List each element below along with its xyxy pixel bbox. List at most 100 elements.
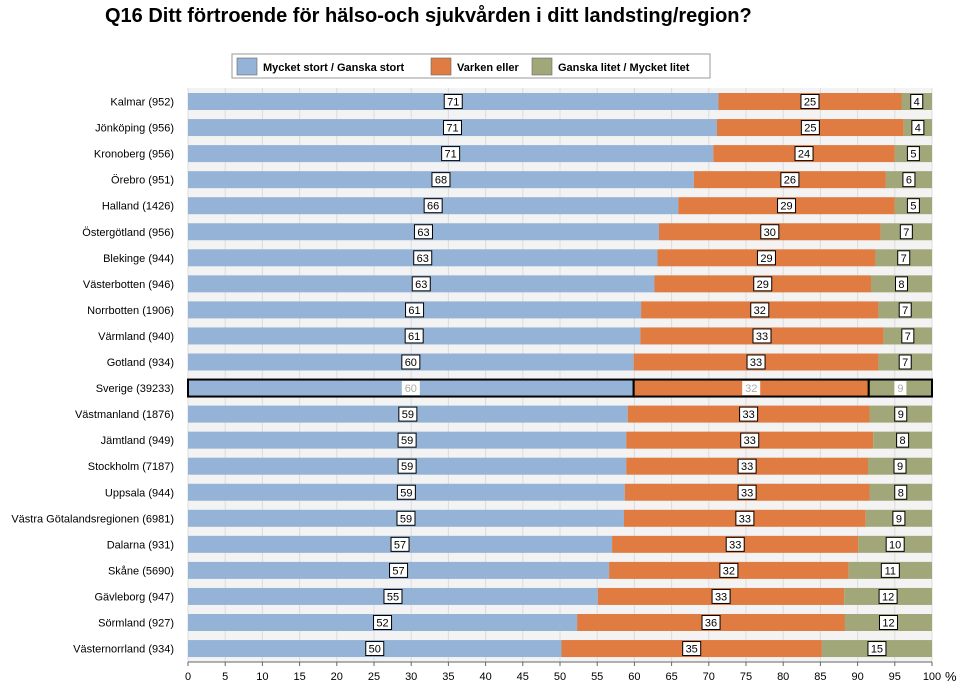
category-label-halland-1426: Halland (1426) — [102, 201, 174, 213]
x-tick-label-90: 90 — [851, 671, 863, 683]
legend: Mycket stort / Ganska stort Varken eller G… — [231, 53, 711, 79]
data-label-varmland-940-mycket-stort-ganska-stort: 61 — [408, 331, 420, 343]
data-label-sverige-39233-varken-eller: 32 — [745, 383, 757, 395]
data-label-kalmar-952-ganska-litet-mycket-litet: 4 — [914, 97, 920, 109]
data-label-box-vastmanland-1876-0 — [398, 406, 418, 422]
data-label-box-dalarna-931-0 — [390, 536, 410, 552]
data-label-box-halland-1426-0 — [423, 198, 443, 214]
data-label-box-kalmar-952-0 — [443, 94, 463, 109]
data-label-gavleborg-947-mycket-stort-ganska-stort: 55 — [387, 591, 399, 603]
data-label-ostergotland-956-ganska-litet-mycket-litet: 7 — [903, 227, 909, 239]
data-label-box-blekinge-944-2 — [897, 250, 911, 266]
data-label-kalmar-952-mycket-stort-ganska-stort: 71 — [447, 97, 459, 109]
data-label-sormland-927-mycket-stort-ganska-stort: 52 — [376, 618, 388, 630]
x-unit-label: % — [945, 669, 957, 684]
data-label-uppsala-944-varken-eller: 33 — [741, 487, 753, 499]
data-label-ostergotland-956-varken-eller: 30 — [764, 227, 776, 239]
data-label-vasterbotten-946-varken-eller: 29 — [757, 279, 769, 291]
data-label-box-jonkoping-956-0 — [442, 120, 462, 136]
data-label-jonkoping-956-ganska-litet-mycket-litet: 4 — [915, 123, 921, 135]
data-label-box-jamtland-949-1 — [740, 432, 760, 448]
data-label-box-vasterbotten-946-1 — [753, 276, 773, 292]
category-label-skane-5690: Skåne (5690) — [108, 565, 174, 577]
data-label-box-sormland-927-1 — [701, 615, 721, 630]
data-label-halland-1426-varken-eller: 29 — [780, 201, 792, 213]
data-label-dalarna-931-ganska-litet-mycket-litet: 10 — [889, 539, 901, 551]
category-label-stockholm-7187: Stockholm (7187) — [88, 461, 174, 473]
x-tick-label-0: 0 — [185, 671, 191, 683]
data-label-box-kronoberg-956-2 — [906, 146, 920, 162]
data-label-box-vastmanland-1876-2 — [894, 406, 908, 422]
data-label-vastra-gotalandsregionen-6981-ganska-litet-mycket-litet: 9 — [896, 513, 902, 525]
data-label-sverige-39233-mycket-stort-ganska-stort: 60 — [405, 383, 417, 395]
x-tick-label-45: 45 — [517, 671, 529, 683]
data-label-box-uppsala-944-1 — [737, 484, 757, 500]
legend-label-ganska-litet-mycket-litet: Ganska litet / Mycket litet — [558, 62, 690, 74]
data-label-box-kronoberg-956-1 — [794, 146, 814, 162]
data-label-kronoberg-956-varken-eller: 24 — [798, 149, 810, 161]
data-label-box-vasternorrland-934-2 — [867, 641, 887, 657]
data-label-box-orebro-951-1 — [780, 172, 800, 188]
data-label-box-norrbotten-1906-1 — [750, 302, 770, 318]
legend-swatch-mycket-stort-ganska-stort — [236, 57, 258, 76]
x-tick-label-15: 15 — [293, 671, 305, 683]
data-label-skane-5690-ganska-litet-mycket-litet: 11 — [885, 565, 896, 577]
x-tick-label-10: 10 — [256, 671, 268, 683]
x-tick-label-35: 35 — [442, 671, 454, 683]
category-label-ostergotland-956: Östergötland (956) — [82, 227, 174, 239]
data-label-box-vastra-gotalandsregionen-6981-2 — [892, 510, 906, 526]
data-label-box-kalmar-952-1 — [800, 94, 820, 109]
data-label-box-jonkoping-956-2 — [911, 120, 925, 136]
data-label-skane-5690-mycket-stort-ganska-stort: 57 — [392, 565, 404, 577]
category-label-vastmanland-1876: Västmanland (1876) — [75, 409, 174, 421]
data-label-vasterbotten-946-ganska-litet-mycket-litet: 8 — [898, 279, 904, 291]
x-tick-label-20: 20 — [331, 671, 343, 683]
x-tick-label-5: 5 — [222, 671, 228, 683]
data-label-box-jamtland-949-0 — [397, 432, 417, 448]
data-label-box-varmland-940-1 — [752, 328, 772, 344]
data-label-norrbotten-1906-mycket-stort-ganska-stort: 61 — [408, 305, 420, 317]
x-tick-label-25: 25 — [368, 671, 380, 683]
x-tick-label-100: 100 — [923, 671, 941, 683]
data-label-gavleborg-947-ganska-litet-mycket-litet: 12 — [882, 591, 894, 603]
data-label-box-vastra-gotalandsregionen-6981-0 — [396, 510, 416, 526]
data-label-box-gotland-934-0 — [401, 354, 421, 370]
data-label-box-kalmar-952-2 — [910, 94, 924, 109]
data-label-box-uppsala-944-0 — [396, 484, 416, 500]
data-label-box-dalarna-931-2 — [885, 536, 905, 552]
x-tick-label-75: 75 — [740, 671, 752, 683]
data-label-halland-1426-mycket-stort-ganska-stort: 66 — [427, 201, 439, 213]
category-label-norrbotten-1906: Norrbotten (1906) — [87, 305, 174, 317]
data-label-box-gavleborg-947-1 — [711, 588, 731, 604]
x-axis: 0 5 10 15 20 25 30 35 40 45 50 55 60 65 70 75 80 85 90 95 10… — [185, 661, 941, 683]
x-tick-label-30: 30 — [405, 671, 417, 683]
data-label-vastra-gotalandsregionen-6981-varken-eller: 33 — [739, 513, 751, 525]
data-label-gavleborg-947-varken-eller: 33 — [715, 591, 727, 603]
data-label-box-gotland-934-2 — [898, 354, 912, 370]
x-tick-label-85: 85 — [814, 671, 826, 683]
category-label-jamtland-949: Jämtland (949) — [101, 435, 174, 447]
data-label-box-halland-1426-1 — [777, 198, 797, 214]
data-label-box-skane-5690-1 — [719, 562, 739, 578]
data-label-vasternorrland-934-varken-eller: 35 — [686, 644, 698, 656]
data-label-box-vastra-gotalandsregionen-6981-1 — [735, 510, 755, 526]
category-label-dalarna-931: Dalarna (931) — [107, 539, 174, 551]
x-tick-label-60: 60 — [628, 671, 640, 683]
data-label-jamtland-949-mycket-stort-ganska-stort: 59 — [401, 435, 413, 447]
data-label-orebro-951-ganska-litet-mycket-litet: 6 — [906, 175, 912, 187]
x-tick-label-55: 55 — [591, 671, 603, 683]
data-label-uppsala-944-ganska-litet-mycket-litet: 8 — [898, 487, 904, 499]
data-label-box-vasternorrland-934-1 — [682, 641, 702, 657]
data-label-gotland-934-varken-eller: 33 — [750, 357, 762, 369]
data-label-box-dalarna-931-1 — [725, 536, 745, 552]
data-label-jamtland-949-ganska-litet-mycket-litet: 8 — [900, 435, 906, 447]
data-label-stockholm-7187-ganska-litet-mycket-litet: 9 — [897, 461, 903, 473]
data-label-box-sormland-927-2 — [878, 615, 898, 630]
data-label-stockholm-7187-mycket-stort-ganska-stort: 59 — [401, 461, 413, 473]
data-label-box-ostergotland-956-0 — [413, 224, 433, 240]
category-label-vastra-gotalandsregionen-6981: Västra Götalandsregionen (6981) — [11, 513, 174, 525]
data-label-box-skane-5690-2 — [880, 562, 900, 578]
category-label-jonkoping-956: Jönköping (956) — [95, 123, 174, 135]
data-label-sverige-39233-ganska-litet-mycket-litet: 9 — [897, 383, 903, 395]
data-label-box-kronoberg-956-0 — [441, 146, 461, 162]
